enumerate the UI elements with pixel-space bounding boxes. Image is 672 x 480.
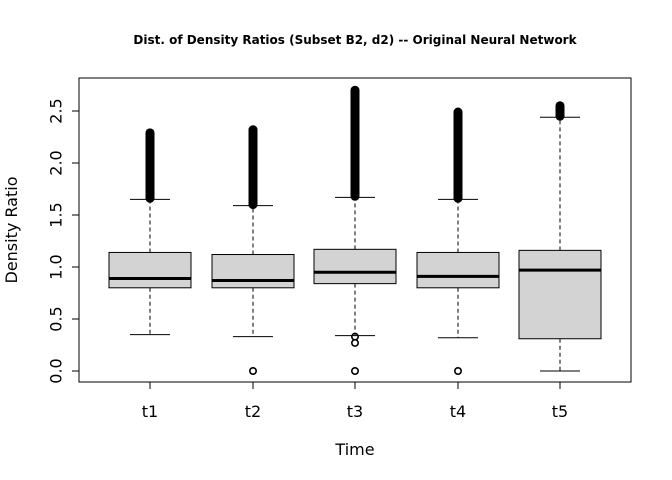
- y-axis: 0.0 0.5 1.0 1.5 2.0 2.5: [47, 98, 80, 384]
- chart-title: Dist. of Density Ratios (Subset B2, d2) …: [133, 33, 577, 47]
- box-iqr: [108, 251, 192, 289]
- x-tick-label: t4: [450, 402, 466, 421]
- y-axis-label: Density Ratio: [2, 177, 21, 284]
- outlier-point: [249, 366, 258, 375]
- box-iqr: [313, 248, 397, 285]
- y-tick-label: 0.0: [47, 358, 66, 383]
- box-t3: [313, 85, 397, 375]
- outlier-point: [453, 366, 462, 375]
- x-tick-label: t2: [245, 402, 261, 421]
- x-axis-label: Time: [334, 440, 374, 459]
- y-tick-label: 0.5: [47, 306, 66, 331]
- y-tick-label: 2.0: [47, 150, 66, 175]
- box-iqr: [211, 254, 295, 289]
- box-t2: [211, 125, 295, 375]
- box-iqr: [518, 249, 602, 340]
- y-tick-label: 1.0: [47, 254, 66, 279]
- box-t1: [108, 128, 192, 336]
- x-tick-label: t3: [347, 402, 363, 421]
- x-tick-label: t5: [552, 402, 568, 421]
- box-t5: [518, 101, 602, 372]
- y-tick-label: 2.5: [47, 98, 66, 123]
- box-t4: [416, 107, 500, 375]
- box-iqr: [416, 251, 500, 289]
- outlier-point: [350, 332, 359, 341]
- outlier-point: [350, 366, 359, 375]
- y-tick-label: 1.5: [47, 202, 66, 227]
- x-tick-label: t1: [142, 402, 158, 421]
- boxes: [108, 85, 602, 375]
- x-axis: t1 t2 t3 t4 t5: [142, 381, 568, 421]
